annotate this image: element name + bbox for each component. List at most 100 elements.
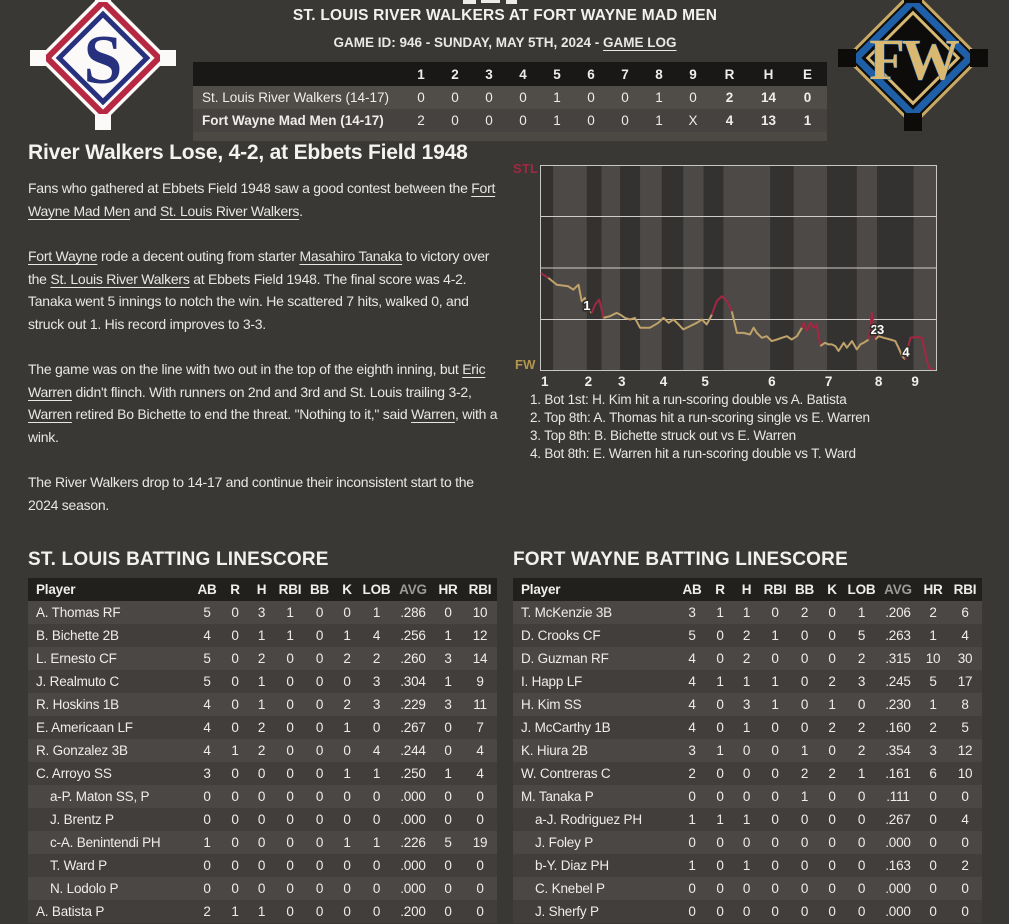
player-link[interactable]: D. Guzman <box>521 651 588 666</box>
stat-cell: 0 <box>771 835 779 850</box>
stat-cell: 0 <box>231 628 239 643</box>
player-link[interactable]: T. Ward <box>50 858 95 873</box>
total-score-cell: 4 <box>725 113 734 128</box>
batting-table-row: C. Arroyo SS 3 0 0 0 0 1 1 .250 1 4 <box>28 762 497 785</box>
stat-cell: 0 <box>444 789 452 804</box>
batting-table-row: A. Batista P 2 1 1 0 0 0 0 .200 0 0 <box>28 900 497 923</box>
stat-cell: 4 <box>476 766 484 781</box>
player-link[interactable]: J. Realmuto <box>36 674 106 689</box>
stat-cell: 0 <box>444 720 452 735</box>
game-log-link[interactable]: GAME LOG <box>603 35 677 50</box>
y-axis-bottom-label: FW <box>515 357 536 372</box>
inline-link[interactable]: St. Louis River Walkers <box>50 270 190 287</box>
player-link[interactable]: I. Happ <box>521 674 564 689</box>
stat-cell: 0 <box>800 858 809 873</box>
away-batting-linescore: ST. LOUIS BATTING LINESCORE Player AB R H RB… <box>28 549 497 923</box>
stat-cell: 0 <box>257 858 266 873</box>
stat-cell: 1 <box>257 674 266 689</box>
player-link[interactable]: W. Contreras <box>521 766 598 781</box>
stat-cell: 0 <box>961 835 969 850</box>
batting-table-row: b-Y. Diaz PH 1 0 1 0 0 0 0 .163 0 2 <box>513 854 982 877</box>
player-link[interactable]: E. Americaan <box>36 720 114 735</box>
batting-table-row: a-J. Rodriguez PH 1 1 1 0 0 0 0 .267 0 4 <box>513 808 982 831</box>
stat-cell: 0 <box>800 674 809 689</box>
column-header-r: R <box>715 582 725 597</box>
stat-cell: 7 <box>476 720 484 735</box>
stat-cell: 1 <box>444 674 452 689</box>
inline-link[interactable]: Warren <box>411 406 455 422</box>
inning-header: 9 <box>689 66 697 82</box>
stat-cell: 0 <box>828 628 836 643</box>
player-link[interactable]: T. McKenzie <box>521 605 593 620</box>
player-link[interactable]: B. Bichette <box>36 628 100 643</box>
player-link[interactable]: A. Benintendi <box>60 835 139 850</box>
stat-cell: 0 <box>800 881 809 896</box>
inning-header: 8 <box>655 66 663 82</box>
stat-cell: 0 <box>828 858 836 873</box>
player-link[interactable]: J. Brentz <box>50 812 102 827</box>
inning-score-cell: 0 <box>485 90 493 105</box>
stat-cell: 1 <box>372 835 381 850</box>
game-meta: GAME ID: 946 - SUNDAY, MAY 5TH, 2024 - G… <box>185 35 825 50</box>
stat-cell: .260 <box>400 651 426 666</box>
player-link[interactable]: H. Kim <box>521 697 561 712</box>
player-link[interactable]: J. Rodriguez <box>546 812 621 827</box>
stat-cell: 0 <box>286 858 294 873</box>
inline-link[interactable]: Fort Wayne Mad Men <box>28 180 496 219</box>
stat-cell: 0 <box>257 835 266 850</box>
player-link[interactable]: P. Maton <box>61 789 113 804</box>
player-link[interactable]: C. Knebel <box>535 881 593 896</box>
stat-cell: 0 <box>771 720 779 735</box>
player-link[interactable]: N. Lodolo <box>50 881 106 896</box>
player-link[interactable]: J. Sherfy <box>535 904 587 919</box>
batting-table-row: J. Foley P 0 0 0 0 0 0 0 .000 0 0 <box>513 831 982 854</box>
stat-cell: 1 <box>343 835 351 850</box>
player-link[interactable]: M. Tanaka <box>521 789 582 804</box>
stat-cell: 0 <box>857 835 866 850</box>
player-link[interactable]: J. Foley <box>535 835 581 850</box>
player-link[interactable]: Y. Diaz <box>546 858 588 873</box>
stat-cell: 0 <box>857 697 866 712</box>
stat-cell: 0 <box>742 881 751 896</box>
stat-cell: 3 <box>688 605 696 620</box>
player-link[interactable]: A. Batista <box>36 904 92 919</box>
player-link[interactable]: C. Arroyo <box>36 766 91 781</box>
stat-cell: 5 <box>857 628 866 643</box>
stat-cell: 0 <box>688 881 696 896</box>
player-link[interactable]: L. Ernesto <box>36 651 96 666</box>
inning-score-cell: 1 <box>553 90 561 105</box>
stat-cell: 4 <box>372 628 381 643</box>
stat-cell: 0 <box>688 835 696 850</box>
player-link[interactable]: A. Thomas <box>36 605 100 620</box>
inline-link[interactable]: Warren <box>28 406 72 422</box>
stat-cell: 0 <box>929 789 937 804</box>
chart-event-marker: 1 <box>583 298 590 313</box>
player-cell: C. Knebel P <box>535 881 605 896</box>
player-link[interactable]: R. Hoskins <box>36 697 100 712</box>
inline-link[interactable]: St. Louis River Walkers <box>159 202 300 219</box>
player-link[interactable]: R. Gonzalez <box>36 743 109 758</box>
stat-cell: 0 <box>800 628 809 643</box>
home-logo-letters: FW <box>869 27 959 92</box>
stat-cell: 2 <box>961 858 969 873</box>
player-link[interactable]: K. Hiura <box>521 743 569 758</box>
stat-cell: 0 <box>716 904 724 919</box>
stat-cell: 2 <box>343 697 351 712</box>
inline-link[interactable]: Fort Wayne <box>28 248 98 264</box>
stat-cell: 0 <box>203 812 211 827</box>
inline-link[interactable]: Masahiro Tanaka <box>299 248 403 264</box>
player-link[interactable]: J. McCarthy <box>521 720 591 735</box>
stat-cell: 10 <box>472 605 488 620</box>
stat-cell: 0 <box>315 858 324 873</box>
stat-cell: 2 <box>257 743 266 758</box>
stat-cell: 0 <box>315 605 324 620</box>
inline-link[interactable]: Eric Warren <box>28 361 486 400</box>
stat-cell: 2 <box>857 743 866 758</box>
stat-cell: 0 <box>929 858 937 873</box>
x-axis-tick-label: 8 <box>874 374 883 389</box>
player-cell: T. Ward P <box>50 858 107 873</box>
player-link[interactable]: D. Crooks <box>521 628 580 643</box>
stat-cell: 1 <box>257 628 266 643</box>
game-meta-text: GAME ID: 946 - SUNDAY, MAY 5TH, 2024 - <box>333 35 604 50</box>
